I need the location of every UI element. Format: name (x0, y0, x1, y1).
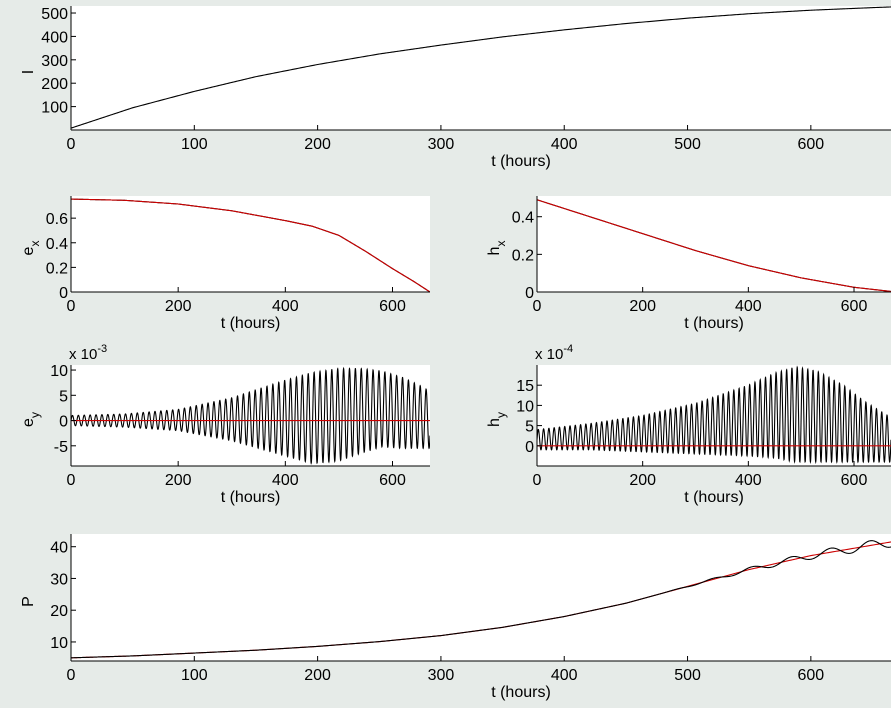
x-tick-label-hx: 600 (841, 298, 868, 315)
x-tick-label-P: 400 (551, 667, 578, 684)
y-tick-label-ey: 0 (59, 414, 68, 431)
plot-area-ex (71, 196, 430, 292)
x-tick-label-ey: 200 (165, 472, 192, 489)
x-tick-label-hy: 200 (629, 472, 656, 489)
x-tick-label-I: 300 (428, 136, 455, 153)
series-group-hy (537, 365, 891, 465)
y-tick-label-ey: -5 (54, 439, 68, 456)
x-tick-label-I: 0 (67, 136, 76, 153)
x-tick-label-I: 600 (797, 136, 824, 153)
y-tick-label-I: 400 (41, 29, 68, 46)
y-tick-label-ex: 0.4 (46, 236, 68, 253)
y-tick-label-ex: 0.6 (46, 211, 68, 228)
y-tick-label-I: 300 (41, 53, 68, 70)
x-tick-label-hy: 400 (735, 472, 762, 489)
chart-ey: 0 200 400 600 -5 0 5 10 t (hours) ey x 10-3 (20, 343, 430, 506)
x-tick-label-hx: 0 (533, 298, 542, 315)
series-group-ey (71, 366, 430, 465)
chart-I: 0 100 200 300 400 500 600 100 200 300 400 500 t (hou… (20, 6, 891, 170)
scale-label-ey: x 10-3 (69, 343, 107, 363)
y-tick-label-ey: 5 (59, 388, 68, 405)
plot-area-I (71, 6, 891, 130)
x-axis-label-ey: t (hours) (221, 489, 281, 506)
x-tick-label-ey: 600 (379, 472, 406, 489)
y-tick-label-ey: 10 (50, 363, 68, 380)
x-axis-label-P: t (hours) (491, 684, 551, 701)
x-tick-label-ey: 0 (67, 472, 76, 489)
x-tick-label-P: 100 (181, 667, 208, 684)
series-line-hx-1 (537, 199, 891, 292)
chart-ex: 0 200 400 600 0 0.2 0.4 0.6 t (hours) ex (20, 196, 430, 332)
y-tick-label-ex: 0 (59, 285, 68, 302)
y-tick-label-hy: 0 (525, 439, 534, 456)
x-tick-label-hy: 600 (841, 472, 868, 489)
x-tick-label-P: 0 (67, 667, 76, 684)
x-tick-label-ey: 400 (272, 472, 299, 489)
x-axis-label-hx: t (hours) (684, 315, 744, 332)
y-tick-label-P: 10 (50, 635, 68, 652)
y-tick-label-hy: 5 (525, 419, 534, 436)
y-tick-label-hy: 15 (516, 378, 534, 395)
y-axis-label-ey: ey (20, 412, 42, 427)
series-group-P (71, 540, 891, 659)
y-tick-label-I: 100 (41, 100, 68, 117)
x-axis-label-I: t (hours) (491, 153, 551, 170)
y-tick-label-I: 200 (41, 76, 68, 93)
x-tick-label-P: 500 (674, 667, 701, 684)
series-group-I (71, 6, 891, 129)
chart-hy: 0 200 400 600 0 5 10 15 t (hours) hy x 10-4 (486, 343, 891, 506)
x-axis-label-ex: t (hours) (221, 315, 281, 332)
y-axis-label-ex: ex (20, 241, 42, 256)
series-line-hy-0 (537, 365, 891, 465)
y-axis-label-P: P (20, 596, 37, 607)
series-line-ex-1 (71, 198, 430, 292)
x-tick-label-I: 500 (674, 136, 701, 153)
series-group-ex (71, 198, 430, 292)
x-tick-label-ex: 200 (165, 298, 192, 315)
series-group-hx (537, 199, 891, 292)
chart-P: 0 100 200 300 400 500 600 10 20 30 40 t (hours) P (20, 534, 891, 701)
scale-label-hy: x 10-4 (535, 343, 573, 363)
x-tick-label-ex: 600 (379, 298, 406, 315)
y-tick-label-I: 500 (41, 6, 68, 23)
plot-area-P (71, 534, 891, 661)
y-tick-label-hx: 0.2 (512, 247, 534, 264)
x-tick-label-I: 100 (181, 136, 208, 153)
plot-area-hx (537, 196, 891, 292)
y-tick-label-hy: 10 (516, 398, 534, 415)
x-axis-label-hy: t (hours) (684, 489, 744, 506)
y-tick-label-P: 20 (50, 603, 68, 620)
y-tick-label-ex: 0.2 (46, 260, 68, 277)
y-axis-label-hx: hx (486, 241, 508, 256)
x-tick-label-hx: 400 (735, 298, 762, 315)
y-tick-label-hx: 0.4 (512, 210, 534, 227)
y-tick-label-P: 30 (50, 571, 68, 588)
x-tick-label-ex: 0 (67, 298, 76, 315)
y-axis-label-hy: hy (486, 412, 508, 427)
x-tick-label-I: 200 (304, 136, 331, 153)
series-line-ey-0 (71, 366, 430, 465)
y-axis-label-I: I (20, 70, 37, 74)
x-tick-label-P: 200 (304, 667, 331, 684)
x-tick-label-ex: 400 (272, 298, 299, 315)
y-tick-label-hx: 0 (525, 285, 534, 302)
x-tick-label-hy: 0 (533, 472, 542, 489)
chart-hx: 0 200 400 600 0 0.2 0.4 t (hours) hx (486, 196, 891, 332)
series-line-I-0 (71, 6, 891, 129)
y-tick-label-P: 40 (50, 540, 68, 557)
x-tick-label-P: 600 (797, 667, 824, 684)
x-tick-label-I: 400 (551, 136, 578, 153)
x-tick-label-hx: 200 (629, 298, 656, 315)
x-tick-label-P: 300 (428, 667, 455, 684)
series-line-P-1 (71, 540, 891, 659)
